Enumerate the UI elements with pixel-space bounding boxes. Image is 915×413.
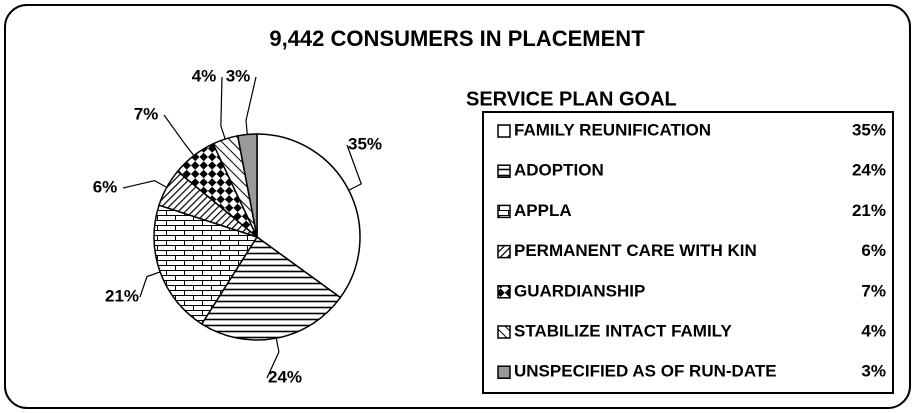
legend-value: 21%	[852, 201, 886, 220]
legend-swatch	[497, 285, 511, 299]
legend-value: 4%	[861, 321, 886, 340]
leader-line	[163, 114, 195, 156]
legend-value: 35%	[852, 120, 886, 139]
data-label: 6%	[93, 177, 118, 196]
pie-slice	[153, 204, 259, 326]
pie-slice	[200, 235, 342, 341]
legend-swatch	[497, 325, 511, 339]
leader-line	[346, 144, 362, 191]
legend-label: GUARDIANSHIP	[514, 281, 645, 300]
legend-value: 6%	[861, 241, 886, 260]
data-label: 24%	[268, 367, 302, 386]
data-label: 3%	[226, 66, 251, 85]
legend-title: SERVICE PLAN GOAL	[466, 88, 677, 110]
legend-label: APPLA	[514, 201, 572, 220]
data-label: 35%	[348, 134, 382, 153]
leader-line	[245, 76, 257, 135]
legend-swatch	[497, 365, 511, 379]
legend-label: PERMANENT CARE WITH KIN	[514, 241, 757, 260]
chart-title: 9,442 CONSUMERS IN PLACEMENT	[269, 26, 645, 51]
legend-box	[482, 111, 894, 394]
legend-swatch	[497, 124, 511, 138]
data-label: 7%	[134, 104, 159, 123]
legend-value: 24%	[852, 161, 886, 180]
leader-line	[220, 76, 226, 140]
leader-line	[266, 338, 280, 379]
data-label: 21%	[105, 286, 139, 305]
data-label: 4%	[192, 66, 217, 85]
legend-label: FAMILY REUNIFICATION	[514, 120, 711, 139]
pie-slice	[256, 133, 361, 299]
legend-swatch	[497, 204, 511, 219]
legend-label: ADOPTION	[514, 161, 604, 180]
legend-swatch	[497, 244, 511, 259]
legend-label: STABILIZE INTACT FAMILY	[514, 321, 733, 340]
legend-swatch	[497, 164, 511, 178]
legend-label: UNSPECIFIED AS OF RUN-DATE	[514, 362, 777, 381]
legend-value: 7%	[861, 281, 886, 300]
leader-line	[122, 179, 168, 189]
leader-line	[139, 271, 161, 298]
legend-value: 3%	[861, 362, 886, 381]
